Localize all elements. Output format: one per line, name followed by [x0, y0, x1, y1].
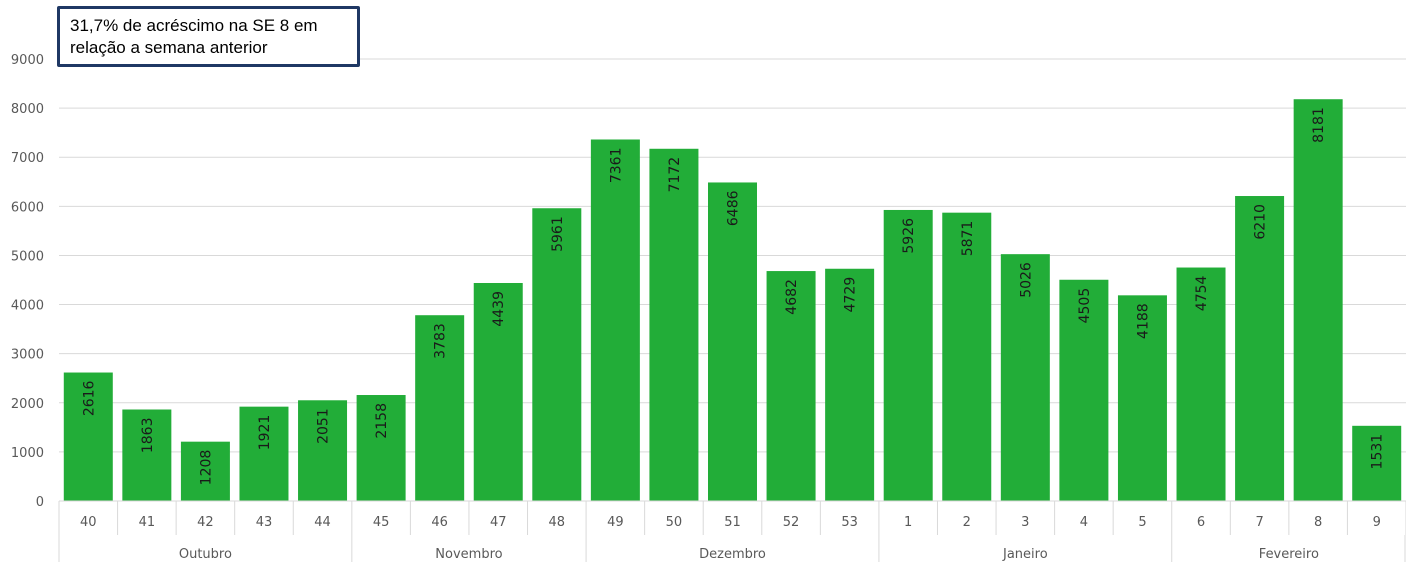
bar: [415, 315, 465, 501]
bar-value-label: 7361: [608, 147, 624, 183]
bar-value-label: 6486: [726, 190, 742, 226]
x-tick-label: 8: [1314, 515, 1322, 530]
bar-value-label: 5926: [901, 218, 917, 254]
bar-value-label: 6210: [1253, 204, 1269, 240]
bar: [1235, 196, 1285, 501]
bar-value-label: 1863: [140, 418, 156, 454]
x-tick-label: 52: [783, 515, 800, 530]
x-tick-label: 5: [1138, 515, 1146, 530]
bar: [180, 441, 230, 501]
bar-value-label: 1208: [198, 450, 214, 486]
bar-value-label: 5961: [550, 216, 566, 252]
y-tick-label: 8000: [11, 102, 44, 117]
month-group-label: Dezembro: [699, 547, 766, 562]
bar: [298, 400, 348, 501]
bar: [1059, 279, 1109, 501]
bar: [1352, 425, 1402, 501]
x-tick-label: 43: [256, 515, 273, 530]
bar-value-label: 4439: [491, 291, 507, 327]
bar: [473, 282, 523, 501]
y-tick-label: 9000: [11, 53, 44, 68]
bar-value-label: 5026: [1018, 262, 1034, 298]
x-tick-label: 1: [904, 515, 912, 530]
bar: [825, 268, 875, 501]
month-group-label: Fevereiro: [1259, 547, 1319, 562]
annotation-box: 31,7% de acréscimo na SE 8 em relação a …: [57, 6, 360, 67]
x-tick-label: 46: [431, 515, 448, 530]
x-tick-label: 50: [666, 515, 683, 530]
bar-value-label: 2158: [374, 403, 390, 439]
y-tick-label: 1000: [11, 446, 44, 461]
x-tick-label: 4: [1080, 515, 1088, 530]
bar: [590, 139, 640, 502]
x-tick-label: 6: [1197, 515, 1205, 530]
x-tick-label: 42: [197, 515, 214, 530]
bar-value-label: 8181: [1311, 107, 1327, 143]
bar-value-label: 7172: [667, 157, 683, 193]
x-tick-label: 45: [373, 515, 390, 530]
bar: [942, 212, 992, 501]
bar-value-label: 1921: [257, 415, 273, 451]
bar-value-label: 2051: [316, 408, 332, 444]
bar: [239, 406, 289, 501]
bar: [708, 182, 757, 501]
x-tick-label: 53: [841, 515, 858, 530]
bar: [1176, 267, 1226, 501]
x-tick-label: 7: [1255, 515, 1263, 530]
y-tick-label: 5000: [11, 249, 44, 264]
bar-value-label: 4729: [843, 277, 859, 313]
y-tick-label: 6000: [11, 200, 44, 215]
bar-value-label: 3783: [433, 323, 449, 359]
bar-value-label: 4505: [1077, 288, 1093, 324]
x-tick-label: 44: [314, 515, 331, 530]
x-tick-label: 2: [963, 515, 971, 530]
bar-value-label: 2616: [81, 380, 97, 416]
month-group-label: Janeiro: [1002, 547, 1048, 562]
y-tick-label: 2000: [11, 397, 44, 412]
x-tick-label: 41: [139, 515, 156, 530]
x-tick-label: 51: [724, 515, 741, 530]
bar: [1293, 99, 1343, 502]
x-tick-label: 47: [490, 515, 507, 530]
bar-value-label: 4682: [784, 279, 800, 315]
bar-value-label: 5871: [960, 221, 976, 257]
bar: [356, 395, 406, 501]
bar-value-label: 4188: [1135, 303, 1151, 339]
bar: [122, 409, 172, 501]
bar: [883, 209, 933, 501]
y-tick-label: 4000: [11, 299, 44, 314]
bar: [1117, 295, 1167, 501]
y-tick-label: 0: [36, 495, 44, 510]
annotation-line-2: relação a semana anterior: [70, 38, 268, 57]
x-tick-label: 49: [607, 515, 624, 530]
x-tick-label: 9: [1373, 515, 1381, 530]
annotation-line-1: 31,7% de acréscimo na SE 8 em: [70, 16, 318, 35]
y-tick-label: 3000: [11, 348, 44, 363]
bar: [1000, 254, 1050, 501]
bar-value-label: 4754: [1194, 275, 1210, 311]
bar: [649, 148, 699, 501]
y-tick-label: 7000: [11, 151, 44, 166]
bar-value-label: 1531: [1370, 434, 1386, 470]
bar: [766, 271, 816, 501]
x-tick-label: 40: [80, 515, 97, 530]
month-group-label: Novembro: [435, 547, 502, 562]
x-tick-label: 48: [549, 515, 566, 530]
x-tick-label: 3: [1021, 515, 1029, 530]
bar: [532, 208, 582, 502]
month-group-label: Outubro: [179, 547, 232, 562]
bar: [63, 372, 113, 501]
